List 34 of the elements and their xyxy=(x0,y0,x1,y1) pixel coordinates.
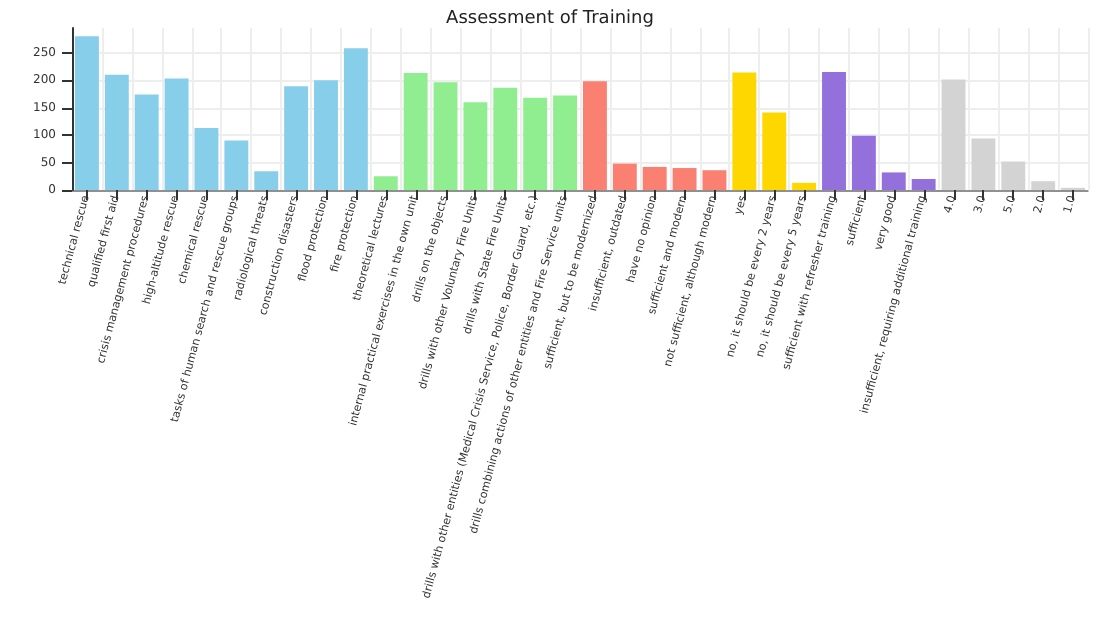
bar xyxy=(672,168,697,190)
bar xyxy=(104,74,129,190)
bar xyxy=(732,72,757,190)
bar xyxy=(403,73,428,190)
bar xyxy=(134,94,159,190)
bar xyxy=(194,127,219,190)
bar xyxy=(792,182,817,190)
bar xyxy=(881,172,906,190)
bar xyxy=(911,179,936,190)
bar xyxy=(1031,181,1056,190)
bar xyxy=(822,71,846,190)
bar xyxy=(284,86,309,190)
bar xyxy=(553,95,578,190)
bar xyxy=(463,102,488,190)
bar xyxy=(612,163,637,190)
chart-title: Assessment of Training xyxy=(446,9,654,29)
bar xyxy=(941,79,966,190)
bar xyxy=(254,171,279,190)
bar xyxy=(971,138,996,190)
bar xyxy=(314,80,338,190)
bar xyxy=(433,82,458,190)
bar xyxy=(582,81,607,190)
bar xyxy=(164,78,189,190)
bar xyxy=(642,166,667,190)
bar xyxy=(851,135,876,190)
bar xyxy=(373,176,398,190)
bar xyxy=(702,170,727,190)
bar xyxy=(523,97,548,190)
bar xyxy=(493,87,518,190)
bar xyxy=(1001,161,1026,190)
bar xyxy=(224,140,249,190)
bar xyxy=(762,112,787,190)
bar xyxy=(343,48,368,190)
bar xyxy=(74,36,99,190)
